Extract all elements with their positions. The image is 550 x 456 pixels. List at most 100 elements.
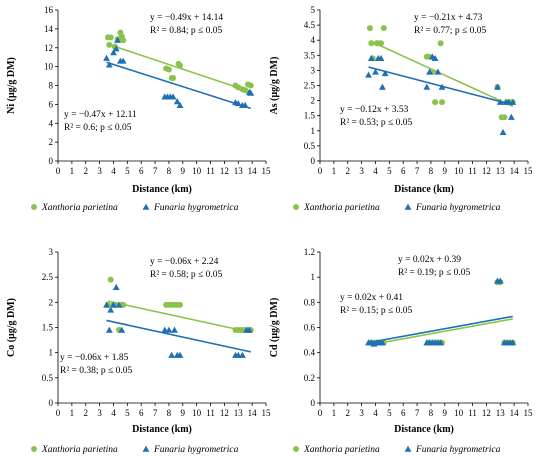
y-tick-label: 0 <box>311 156 316 166</box>
x-tick-label: 2 <box>83 166 88 176</box>
chart-panel-2: 0 1 2 3 4 5 6 7 8 9 10 11 12 13 14 1500.511.522.533.544… <box>269 5 533 213</box>
y-tick-label: 1 <box>311 126 316 136</box>
legend-marker-funaria <box>142 203 150 210</box>
data-point <box>115 301 123 308</box>
chart-panel-3: 0 1 2 3 4 5 6 7 8 9 10 11 12 13 14 1500.511.522.53Dista… <box>6 247 271 455</box>
data-point <box>439 99 446 106</box>
x-tick-label: 8 <box>429 408 434 418</box>
x-tick-label: 10 <box>192 166 202 176</box>
x-tick-label: 9 <box>443 166 448 176</box>
trend-line <box>106 61 251 110</box>
x-tick-label: 5 <box>125 408 130 418</box>
trend-line <box>368 66 513 106</box>
legend-label-funaria: Funaria hygrometrica <box>415 445 501 455</box>
y-tick-label: 4 <box>49 118 54 128</box>
x-tick-label: 1 <box>332 408 337 418</box>
x-tick-label: 1 <box>70 166 75 176</box>
x-axis-title: Distance (km) <box>132 424 192 435</box>
trend-line <box>369 40 514 108</box>
x-axis-title: Distance (km) <box>394 184 454 195</box>
x-tick-label: 12 <box>220 166 229 176</box>
data-point <box>110 49 117 56</box>
data-point <box>168 351 176 358</box>
y-tick-label: 4.5 <box>304 20 316 30</box>
legend-label-xanthoria: Xanthoria parietina <box>303 445 380 455</box>
x-tick-label: 10 <box>454 166 464 176</box>
x-tick-label: 5 <box>387 408 392 418</box>
data-point <box>105 61 113 68</box>
data-point <box>173 98 181 105</box>
data-point <box>165 66 172 73</box>
y-tick-label: 5 <box>311 5 316 15</box>
data-point <box>367 54 375 62</box>
x-tick-label: 10 <box>192 408 202 418</box>
legend-label-xanthoria: Xanthoria parietina <box>41 203 118 213</box>
data-point <box>103 301 110 308</box>
y-tick-label: 0 <box>49 156 54 166</box>
data-point <box>103 54 110 61</box>
legend: Xanthoria parietina Funaria hygrometrica <box>31 445 239 455</box>
x-tick-label: 4 <box>373 408 378 418</box>
regression-equation: R² = 0.84; p ≤ 0.05 <box>150 26 223 36</box>
x-tick-label: 13 <box>234 166 244 176</box>
y-tick-label: 0.4 <box>304 348 316 358</box>
trend-line <box>107 300 251 334</box>
x-tick-label: 6 <box>139 408 144 418</box>
x-tick-label: 2 <box>83 408 88 418</box>
series-funaria <box>103 283 253 358</box>
x-tick-label: 5 <box>387 166 392 176</box>
x-tick-label: 6 <box>401 166 406 176</box>
data-point <box>107 276 114 283</box>
x-tick-label: 0 <box>318 166 323 176</box>
y-tick-label: 14 <box>44 24 54 34</box>
data-point <box>176 351 184 358</box>
regression-equation: y = −0.21x + 4.73 <box>414 13 483 23</box>
regression-equation: R² = 0.38; p ≤ 0.05 <box>60 366 133 376</box>
legend-marker-funaria <box>404 203 412 210</box>
x-tick-label: 0 <box>56 166 61 176</box>
x-tick-label: 1 <box>70 408 75 418</box>
data-point <box>426 68 433 75</box>
data-point <box>372 68 379 75</box>
data-point <box>377 54 385 62</box>
y-tick-label: 16 <box>44 5 54 15</box>
regression-equation: y = −0.06x + 1.85 <box>60 353 129 363</box>
x-tick-label: 14 <box>248 408 258 418</box>
y-tick-label: 3 <box>311 65 316 75</box>
legend: Xanthoria parietina Funaria hygrometrica <box>31 203 239 213</box>
x-tick-label: 3 <box>359 166 364 176</box>
x-tick-label: 0 <box>318 408 323 418</box>
x-tick-label: 8 <box>167 408 172 418</box>
series-funaria <box>365 277 517 347</box>
legend-label-xanthoria: Xanthoria parietina <box>41 445 118 455</box>
data-point <box>380 25 387 32</box>
y-tick-label: 0.2 <box>304 373 315 383</box>
x-tick-label: 11 <box>206 408 215 418</box>
data-point <box>494 83 501 90</box>
y-tick-label: 1.2 <box>304 247 315 257</box>
trend-line <box>106 319 251 353</box>
data-point <box>379 83 386 90</box>
x-tick-label: 13 <box>496 166 506 176</box>
data-point <box>509 339 517 346</box>
data-point <box>365 71 372 78</box>
x-tick-label: 6 <box>401 408 406 418</box>
legend-label-funaria: Funaria hygrometrica <box>415 203 501 213</box>
legend-marker-funaria <box>404 445 412 452</box>
y-tick-label: 10 <box>44 62 54 72</box>
data-point <box>169 93 177 100</box>
data-point <box>119 57 127 64</box>
x-tick-label: 15 <box>524 408 534 418</box>
data-point <box>423 83 431 90</box>
x-tick-label: 4 <box>111 408 116 418</box>
x-tick-label: 8 <box>167 166 172 176</box>
regression-equation: y = −0.47x + 12.11 <box>64 110 137 120</box>
data-point <box>170 74 177 81</box>
x-tick-label: 14 <box>248 166 258 176</box>
legend-marker-funaria <box>142 445 150 452</box>
regression-equation: y = −0.12x + 3.53 <box>340 105 409 115</box>
x-tick-label: 8 <box>429 166 434 176</box>
data-point <box>120 37 127 44</box>
data-point <box>379 339 386 346</box>
